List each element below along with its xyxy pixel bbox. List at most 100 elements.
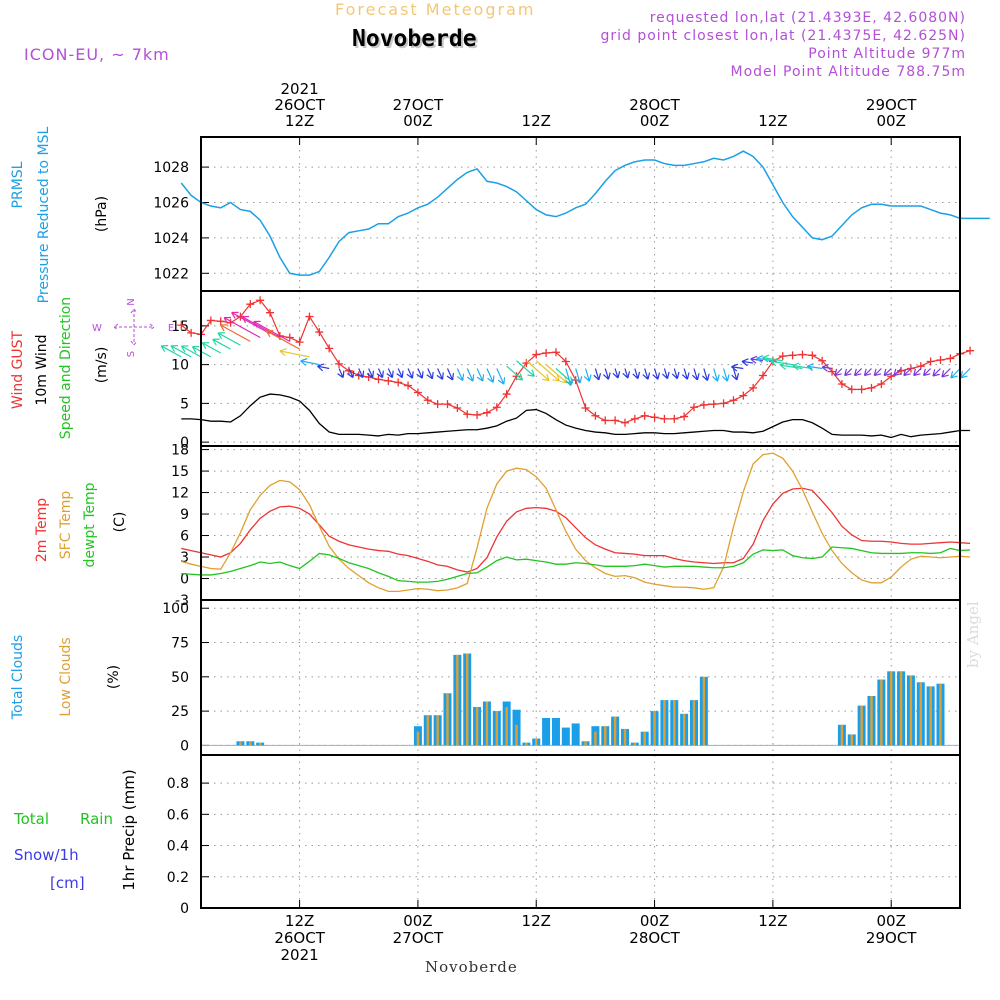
bottom-time-label: 00Z	[877, 912, 906, 930]
gust-point	[177, 321, 186, 330]
panel-grid-clouds	[201, 600, 960, 755]
compass-south: S	[126, 351, 137, 357]
top-time-label: 26OCT	[274, 96, 325, 114]
temp-unit: (C)	[112, 512, 128, 533]
y-tick-label: 0	[180, 435, 189, 451]
low-cloud-bar	[663, 700, 666, 746]
y-tick-label: 3	[180, 550, 189, 566]
wind-direction-arrow	[446, 368, 454, 381]
low-cloud-bar	[475, 706, 479, 746]
top-time-label: 28OCT	[629, 96, 680, 114]
top-time-label: 12Z	[522, 112, 551, 130]
wind-direction-arrow	[201, 342, 222, 354]
wind-direction-arrow	[806, 363, 823, 372]
y-tick-label: 15	[171, 464, 189, 480]
y-tick-label: 1024	[153, 231, 189, 247]
y-tick-label: 75	[171, 636, 189, 652]
low-cloud-bar	[416, 731, 420, 746]
gust-point	[847, 385, 856, 394]
precip-snow-label: Snow/1h	[14, 846, 79, 864]
low-cloud-bar	[682, 713, 686, 746]
wind-direction-arrow	[681, 368, 690, 380]
wind-direction-arrow	[160, 345, 182, 358]
low-cloud-bar	[446, 693, 449, 746]
point-altitude: Point Altitude 977m	[808, 46, 966, 62]
wind-direction-arrow	[844, 368, 853, 377]
wind-direction-arrow	[212, 338, 231, 350]
wind-direction-arrow	[960, 368, 971, 379]
gust-point	[719, 399, 728, 408]
low-cloud-bar	[613, 716, 617, 746]
wind-direction-arrow	[922, 368, 932, 377]
wind-direction-arrow	[622, 368, 631, 379]
gust-point	[798, 350, 807, 359]
top-time-label: 00Z	[403, 112, 432, 130]
wind-direction-arrow	[317, 363, 330, 372]
wind-direction-arrow	[265, 330, 300, 350]
wind-direction-arrow	[883, 368, 892, 377]
gust-point	[285, 333, 294, 342]
gust-point	[463, 410, 472, 419]
gust-point	[394, 378, 403, 387]
low-cloud-bar	[633, 742, 637, 746]
top-time-label: 00Z	[877, 112, 906, 130]
requested-coords: requested lon,lat (21.4393E, 42.6080N)	[649, 10, 966, 26]
wind-direction-arrow	[426, 368, 434, 380]
wind-direction-arrow	[671, 368, 680, 380]
gust-point	[325, 344, 334, 353]
wind-direction-arrow	[436, 368, 444, 380]
gust-point	[542, 349, 551, 357]
low-cloud-bar	[899, 671, 903, 746]
wind-direction-arrow	[180, 345, 202, 358]
wind-direction-arrow	[506, 365, 524, 381]
gust-point	[423, 396, 432, 405]
wind-direction-arrow	[612, 368, 621, 379]
pressure-label-prmsl: PRMSL	[10, 161, 26, 208]
bottom-time-label: 12Z	[522, 912, 551, 930]
low-cloud-bar	[623, 728, 627, 746]
y-tick-label: 0	[180, 572, 189, 588]
bottom-time-label: 26OCT	[274, 929, 325, 947]
bottom-time-label: 12Z	[758, 912, 787, 930]
wind-direction-arrow	[376, 368, 384, 379]
model-point-altitude: Model Point Altitude 788.75m	[730, 64, 966, 80]
gust-point	[601, 416, 610, 425]
wind-direction-arrow	[466, 368, 475, 382]
gust-point	[699, 400, 708, 409]
wind-direction-arrow	[223, 316, 261, 339]
compass-west: W	[92, 323, 102, 334]
wind-direction-arrow	[941, 368, 951, 378]
panel-grid-wind	[201, 291, 960, 446]
top-time-label: 2021	[281, 80, 319, 98]
gust-point	[857, 385, 866, 394]
gust-point	[670, 414, 679, 423]
wind-direction-arrow	[583, 368, 592, 382]
wind-direction-arrow	[525, 360, 550, 382]
bottom-time-label: 29OCT	[866, 929, 917, 947]
y-tick-label: 1028	[153, 160, 189, 176]
top-time-label: 12Z	[758, 112, 787, 130]
wind-direction-arrow	[386, 368, 394, 379]
wind-direction-arrow	[170, 345, 192, 358]
wind-direction-arrow	[642, 368, 651, 380]
wind-direction-arrow	[632, 368, 641, 380]
low-cloud-bar	[525, 742, 528, 746]
low-cloud-bar	[436, 715, 439, 746]
wind-direction-arrow	[347, 368, 355, 379]
total-clouds-label: Total Clouds	[10, 635, 26, 720]
low-clouds-label: Low Clouds	[58, 637, 74, 716]
y-tick-label: 0	[180, 901, 189, 917]
gust-point	[867, 383, 876, 392]
gust-point	[216, 317, 225, 326]
low-cloud-bar	[249, 741, 252, 746]
compass-rose	[113, 308, 155, 346]
gust-point	[611, 416, 620, 425]
compass-east: E	[168, 323, 174, 334]
gust-point	[620, 418, 629, 427]
low-cloud-bar	[604, 726, 607, 746]
panel-grid-precip	[201, 755, 960, 909]
gust-point	[749, 383, 758, 392]
gust-point	[650, 413, 659, 422]
wind-direction-arrow	[231, 311, 271, 335]
